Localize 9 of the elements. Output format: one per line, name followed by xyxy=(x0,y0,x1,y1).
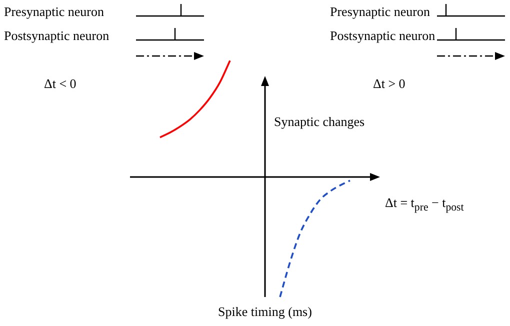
text: Postsynaptic neuron xyxy=(330,28,436,43)
text: Presynaptic neuron xyxy=(330,4,430,19)
x-axis-title: Spike timing (ms) xyxy=(218,304,312,319)
text: Δt = t$_{pre}$ − t$_{post}$ xyxy=(385,195,464,216)
text: Δt < 0 xyxy=(44,76,76,91)
annotation: Δt > 0 xyxy=(373,76,406,91)
y-axis-title: Synaptic changes xyxy=(274,114,365,129)
text: Postsynaptic neuron xyxy=(4,28,110,43)
text: Presynaptic neuron xyxy=(4,4,104,19)
